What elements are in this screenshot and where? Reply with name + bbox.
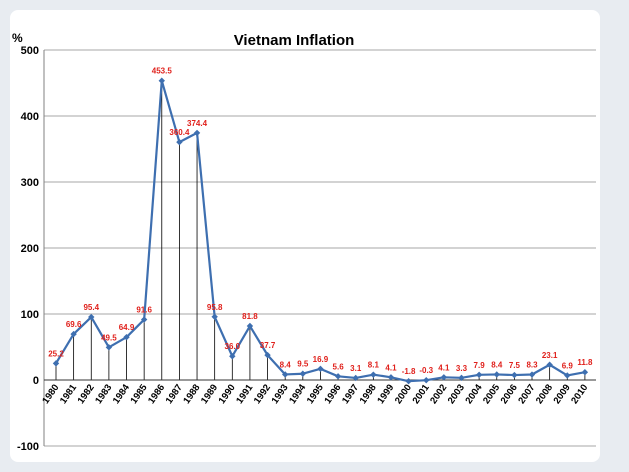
data-point: [246, 322, 254, 330]
data-label: 49.5: [101, 333, 117, 342]
data-label: 360.4: [169, 128, 190, 137]
data-label: 7.9: [474, 361, 486, 370]
data-point: [387, 374, 395, 381]
data-label: 81.8: [242, 312, 258, 321]
data-point: [70, 330, 77, 338]
data-label: 453.5: [152, 67, 173, 76]
data-point: [264, 351, 271, 359]
data-label: -1.8: [402, 367, 416, 376]
data-point: [140, 316, 148, 323]
data-label: 37.7: [260, 341, 276, 350]
y-axis-ticks: -100 0 100 200 300 400 500: [17, 45, 39, 453]
data-point: [423, 376, 430, 384]
drop-lines: [55, 80, 586, 382]
data-label: 95.4: [83, 303, 99, 312]
data-point: [493, 371, 500, 378]
data-label: 95.8: [207, 303, 223, 312]
chart-card: [10, 10, 600, 462]
series-inflation: [52, 77, 589, 385]
data-label: 3.1: [350, 364, 362, 373]
data-point: [458, 374, 465, 382]
data-point: [352, 374, 359, 382]
data-point: [105, 344, 113, 351]
data-point: [475, 371, 483, 378]
data-point: [281, 371, 289, 378]
data-point: [158, 77, 165, 84]
data-point: [299, 370, 307, 377]
data-point: [546, 361, 553, 368]
data-point: [528, 371, 536, 378]
data-label: 91.6: [136, 306, 152, 315]
data-label: 25.2: [48, 349, 64, 358]
data-label: 8.4: [491, 360, 503, 369]
data-label: 8.4: [280, 360, 292, 369]
data-point: [317, 365, 324, 373]
data-label: 11.8: [577, 358, 593, 367]
data-label: 4.1: [385, 363, 397, 372]
y-tick-label: -100: [17, 441, 39, 453]
data-point: [193, 129, 201, 137]
y-tick-label: 500: [21, 45, 39, 57]
data-point: [229, 353, 236, 360]
data-label: 23.1: [542, 351, 558, 360]
y-tick-label: 100: [21, 309, 39, 321]
data-label: 16.9: [313, 355, 329, 364]
data-point: [440, 374, 448, 381]
axes: [43, 50, 596, 446]
data-point: [176, 138, 183, 146]
data-point: [581, 369, 589, 376]
data-label: 7.5: [509, 361, 521, 370]
data-label: 8.1: [368, 361, 380, 370]
data-label: 3.3: [456, 364, 468, 373]
data-label: 6.9: [562, 361, 574, 370]
data-point: [211, 313, 218, 320]
data-point: [564, 372, 571, 379]
y-tick-label: 200: [21, 243, 39, 255]
data-point: [511, 371, 518, 379]
data-point: [334, 373, 342, 380]
chart-title: Vietnam Inflation: [234, 32, 355, 49]
data-label: 36.0: [225, 342, 241, 351]
data-label: 4.1: [438, 363, 450, 372]
data-point: [88, 313, 95, 321]
data-label: 374.4: [187, 119, 208, 128]
y-tick-label: 400: [21, 111, 39, 123]
y-tick-label: 0: [33, 375, 39, 387]
data-label: 64.9: [119, 323, 135, 332]
data-point: [405, 377, 412, 385]
y-tick-label: 300: [21, 177, 39, 189]
data-point: [123, 333, 130, 341]
data-label: 69.6: [66, 320, 82, 329]
data-point: [370, 371, 377, 378]
data-label: 8.3: [526, 361, 538, 370]
data-label: -0.3: [419, 366, 433, 375]
data-label: 9.5: [297, 360, 309, 369]
y-axis-unit-label: %: [12, 31, 23, 45]
data-point: [52, 360, 60, 367]
data-label: 5.6: [333, 362, 345, 371]
